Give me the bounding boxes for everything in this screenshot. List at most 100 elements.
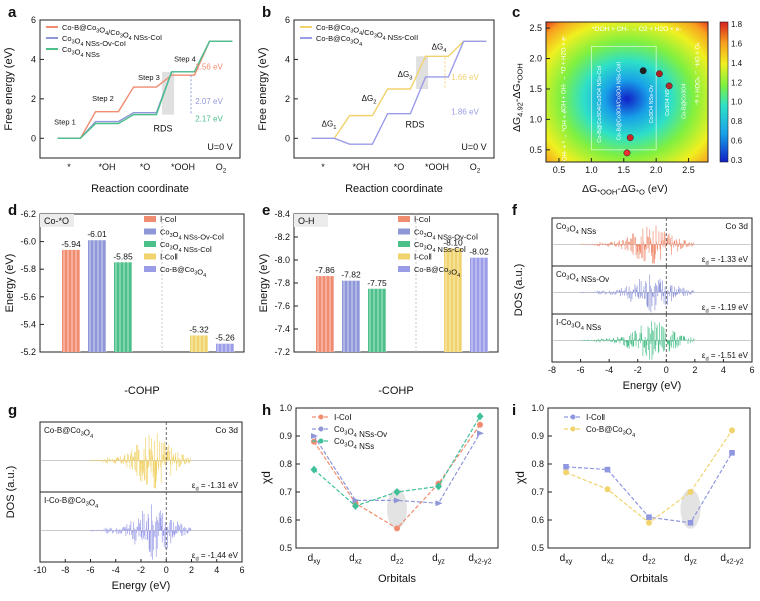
i-x-tick-label: dz2 xyxy=(642,553,655,566)
a-x-tick-label-part: O xyxy=(216,162,223,172)
a-legend-entry-part: 4 xyxy=(129,36,132,42)
b-legend-entry-part: O xyxy=(353,37,359,46)
panel-label-e: e xyxy=(262,202,271,219)
h-legend-entry-part: 3 xyxy=(344,443,347,449)
e-legend-entry-part: 4 xyxy=(432,248,435,254)
c-region-label: Co-B@Co3O4/Co3O4 NSs-CoI xyxy=(597,65,603,142)
f-series-name-part: 4 xyxy=(581,326,585,332)
panel-label-d: d xyxy=(8,202,18,219)
h-data-point xyxy=(477,421,483,428)
c-y-tick-label: 2.0 xyxy=(529,54,542,64)
a-x-tick-label-part: * xyxy=(67,162,71,172)
a-legend-entry-part: 3 xyxy=(72,40,75,46)
b-series-line xyxy=(311,40,487,139)
e-bar xyxy=(368,288,386,352)
a-x-tick-label-part: *OH xyxy=(98,162,115,172)
d-bar xyxy=(190,335,208,352)
a-potential-label: U=0 V xyxy=(207,142,232,152)
g-x-tick-label: 0 xyxy=(164,565,169,575)
h-y-tick-label: 0.6 xyxy=(279,515,292,525)
d-legend-entry-part: NSs-CoⅠ xyxy=(181,245,212,254)
b-legend-entry-part: NSs-CoII xyxy=(386,33,419,42)
e-legend-entry: Co-B@Co3O4 xyxy=(414,265,460,279)
i-x-tick-label-part: x2-y2 xyxy=(726,557,744,566)
e-legend-entry-part: NSs-CoⅠ xyxy=(435,245,466,254)
h-legend-entry-part: O xyxy=(347,428,353,437)
h-data-point xyxy=(352,502,359,510)
c-contour xyxy=(590,45,657,151)
c-xlabel-part: *O xyxy=(636,188,645,197)
h-y-tick-label: 0.9 xyxy=(279,431,292,441)
panel-g: Co-B@Co3O4 εd = -1.31 eV Ⅰ-Co-B@Co3O4 εd = … xyxy=(0,400,252,601)
d-y-tick-label: -5.8 xyxy=(20,264,36,274)
b-potential-label: U=0 V xyxy=(461,142,486,152)
a-step-label: Step 4 xyxy=(174,54,196,63)
panel-c: 0.5 1.0 1.5 2.0 2.5 0.5 1.0 1.5 2.0 2.5 *OOH + OH-… xyxy=(508,0,760,200)
d-legend-entry-part: Co-B@Co xyxy=(160,265,194,274)
f-x-tick-label: -4 xyxy=(605,365,613,375)
c-region-label: Co-B@Co3O4/Co3O4 NSs-CoII xyxy=(617,61,623,140)
c-data-point xyxy=(655,70,663,78)
g-d-band-center-part: = -1.44 eV xyxy=(199,551,239,560)
d-legend-entry: Co-B@Co3O4 xyxy=(160,265,206,279)
h-legend-entry-part: Ⅰ-CoⅠ xyxy=(334,413,352,422)
c-xlabel-part: -ΔG xyxy=(617,183,636,195)
e-legend-entry-part: O xyxy=(451,268,457,277)
b-legend-entry-part: 4 xyxy=(359,42,362,48)
e-xlabel: -COHP xyxy=(378,385,413,397)
b-step-label: ΔG3 xyxy=(398,70,413,82)
a-x-tick-label: *O xyxy=(140,162,151,172)
h-data-point xyxy=(310,465,318,474)
d-ylabel: Energy (eV) xyxy=(4,254,16,313)
d-legend-entry-part: 3 xyxy=(170,233,173,239)
g-ylabel: DOS (a.u.) xyxy=(5,466,17,519)
panel-h: 0.5 0.6 0.7 0.8 0.9 1.0 dxy dxz dz2 dyz dx2-y2 Orbi… xyxy=(254,400,508,601)
b-series-line xyxy=(311,40,487,145)
d-legend-entry: Co3O4 NSs-Ov-CoⅠ xyxy=(160,228,224,242)
g-series-name: Ⅰ-Co-B@Co3O4 xyxy=(44,496,99,510)
b-legend-entry-part: Co-B@Co xyxy=(316,23,350,32)
d-legend-entry: Ⅰ-CoⅡ xyxy=(160,253,178,262)
d-legend-swatch xyxy=(144,228,156,235)
g-x-tick-label: -8 xyxy=(61,565,69,575)
i-legend-entry: Co-B@Co3O4 xyxy=(586,425,636,439)
i-x-tick-label-part: xy xyxy=(565,557,573,566)
b-step-label: ΔG4 xyxy=(432,43,448,55)
i-x-tick-label-part: d xyxy=(642,553,648,564)
g-series-name-part: O xyxy=(89,499,95,508)
d-bar xyxy=(216,343,234,352)
f-x-tick-label: 6 xyxy=(749,365,754,375)
f-x-tick-label: 4 xyxy=(721,365,726,375)
d-bar xyxy=(114,262,132,352)
f-series-name-part: O xyxy=(574,321,580,330)
b-step-label-part: ΔG xyxy=(362,94,374,103)
c-data-point xyxy=(639,67,647,75)
a-energy-label: 1.56 eV xyxy=(195,62,223,71)
panel-b: 0 2 4 6 * *OH *O *OOH O2 Reaction coordinate Free … xyxy=(254,0,508,200)
d-legend-entry-part: 3 xyxy=(170,246,173,252)
g-d-band-center-part: ε xyxy=(192,481,196,490)
plot-frame xyxy=(293,19,495,159)
h-frame xyxy=(295,407,499,549)
i-y-tick-label: 0.6 xyxy=(531,515,544,525)
i-x-tick-label: dx2-y2 xyxy=(720,553,743,566)
d-legend-entry-part: 3 xyxy=(194,271,197,277)
d-legend-swatch xyxy=(144,266,156,272)
b-step-label-part: 1 xyxy=(333,125,336,131)
f-series-name-part: Ⅰ-Co xyxy=(556,318,572,327)
i-legend-entry-part: Ⅰ-CoⅡ xyxy=(586,413,605,422)
f-series-name-part: O xyxy=(569,225,575,234)
a-legend-entry: Co-B@Co3O4/Co3O4 NSs-CoI xyxy=(62,23,162,42)
h-x-tick-label-part: d xyxy=(468,553,474,564)
h-legend-entry-part: 3 xyxy=(344,431,347,437)
c-region-label: Co-B@Co3O4 xyxy=(681,83,687,119)
a-ylabel: Free energy (eV) xyxy=(3,47,15,130)
g-d-band-center: εd = -1.31 eV xyxy=(192,481,239,493)
f-ylabel: DOS (a.u.) xyxy=(513,264,525,317)
h-x-tick-label: dxz xyxy=(349,553,362,566)
panel-label-a: a xyxy=(8,4,17,21)
e-legend-entry-part: Co xyxy=(414,228,424,237)
c-frame xyxy=(545,21,709,163)
